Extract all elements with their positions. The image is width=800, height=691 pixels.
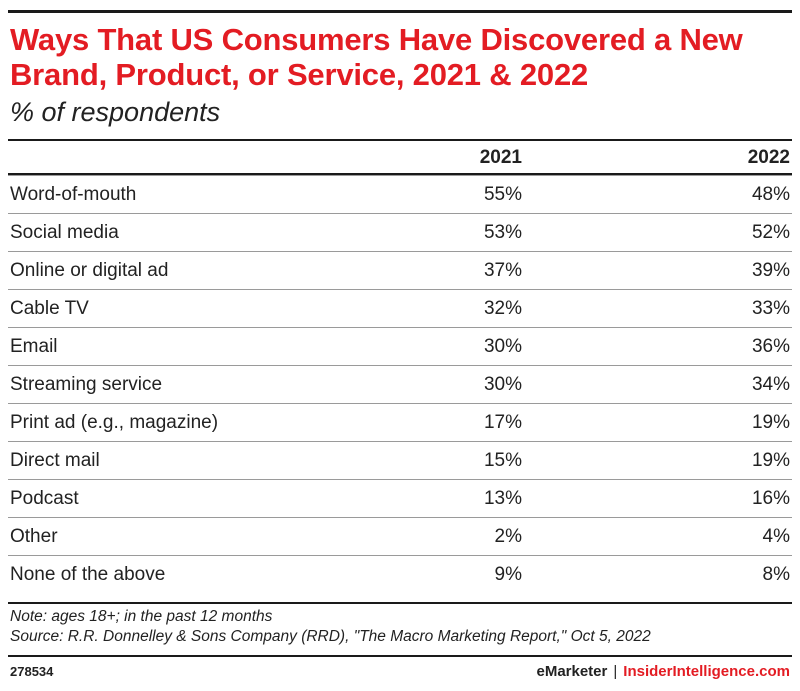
table-row: Podcast 13% 16%: [8, 479, 792, 517]
row-label: Online or digital ad: [10, 260, 169, 281]
brand-insider-intelligence: InsiderIntelligence.com: [623, 663, 790, 680]
value-2022: 34%: [751, 374, 790, 395]
value-2022: 48%: [751, 184, 790, 205]
value-2021: 30%: [483, 374, 522, 395]
table-row: Email 30% 36%: [8, 327, 792, 365]
chart-title: Ways That US Consumers Have Discovered a…: [10, 22, 743, 92]
value-2022: 8%: [762, 564, 790, 585]
value-2022: 36%: [751, 336, 790, 357]
value-2022: 16%: [751, 488, 790, 509]
value-2022: 33%: [751, 298, 790, 319]
table-row: Direct mail 15% 19%: [8, 441, 792, 479]
brand-emarketer: eMarketer: [536, 663, 608, 680]
row-label: Other: [10, 526, 58, 547]
chart-note: Note: ages 18+; in the past 12 months: [10, 608, 273, 625]
row-label: Cable TV: [10, 298, 89, 319]
row-label: Streaming service: [10, 374, 163, 395]
row-label: Direct mail: [10, 450, 100, 471]
table-row: Print ad (e.g., magazine) 17% 19%: [8, 403, 792, 441]
brand-separator: |: [613, 663, 618, 680]
value-2021: 37%: [483, 260, 522, 281]
chart-source: Source: R.R. Donnelley & Sons Company (R…: [10, 628, 651, 645]
row-label: Podcast: [10, 488, 79, 509]
chart-id: 278534: [10, 664, 54, 679]
column-header-2021: 2021: [479, 147, 522, 168]
table-row: Word-of-mouth 55% 48%: [8, 175, 792, 213]
row-label: None of the above: [10, 564, 166, 585]
value-2022: 19%: [751, 412, 790, 433]
row-label: Word-of-mouth: [10, 184, 137, 205]
value-2021: 32%: [483, 298, 522, 319]
row-label: Social media: [10, 222, 119, 243]
table-row: Other 2% 4%: [8, 517, 792, 555]
value-2021: 15%: [483, 450, 522, 471]
value-2022: 52%: [751, 222, 790, 243]
footer-rule: [8, 655, 792, 657]
table-header-row: 2021 2022: [8, 139, 792, 175]
value-2021: 9%: [494, 564, 522, 585]
top-rule: [8, 10, 792, 13]
value-2021: 55%: [483, 184, 522, 205]
table-row: None of the above 9% 8%: [8, 555, 792, 593]
value-2022: 19%: [751, 450, 790, 471]
table-row: Cable TV 32% 33%: [8, 289, 792, 327]
row-label: Print ad (e.g., magazine): [10, 412, 219, 433]
value-2021: 30%: [483, 336, 522, 357]
value-2021: 2%: [494, 526, 522, 547]
brand-footer: eMarketer | InsiderIntelligence.com: [536, 662, 790, 682]
table-row: Streaming service 30% 34%: [8, 365, 792, 403]
value-2021: 13%: [483, 488, 522, 509]
value-2022: 39%: [751, 260, 790, 281]
table-row: Social media 53% 52%: [8, 213, 792, 251]
table-row: Online or digital ad 37% 39%: [8, 251, 792, 289]
table-bottom-rule: [8, 602, 792, 604]
chart-subtitle: % of respondents: [10, 97, 221, 127]
data-table: 2021 2022 Word-of-mouth 55% 48% Social medi…: [8, 139, 792, 593]
value-2022: 4%: [762, 526, 790, 547]
table-body: Word-of-mouth 55% 48% Social media 53% 52% Onl…: [8, 175, 792, 593]
value-2021: 53%: [483, 222, 522, 243]
value-2021: 17%: [483, 412, 522, 433]
row-label: Email: [10, 336, 58, 357]
column-header-2022: 2022: [747, 147, 790, 168]
